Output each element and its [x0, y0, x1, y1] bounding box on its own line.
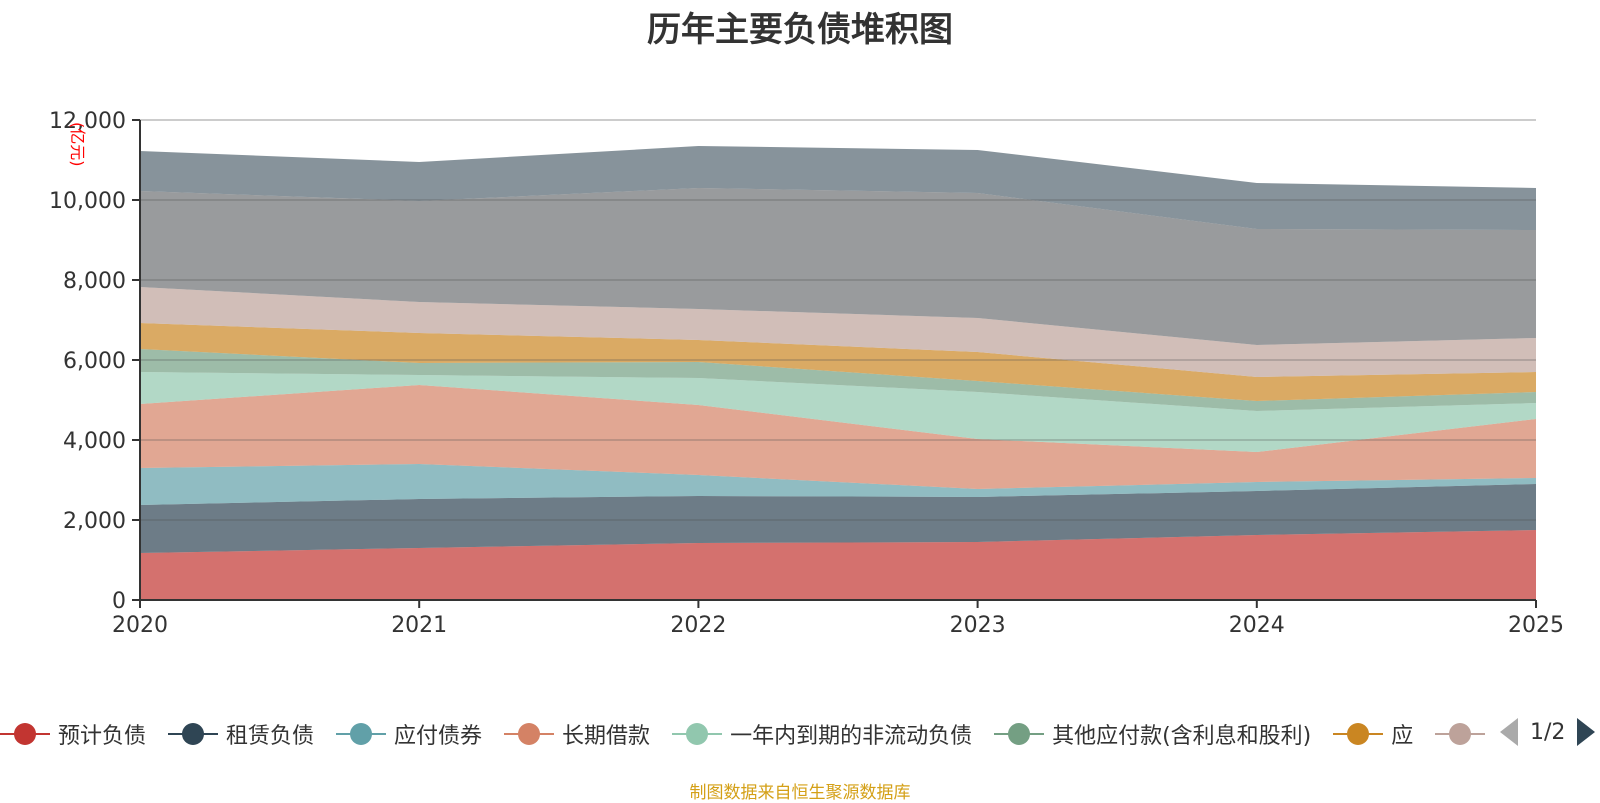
area-series-5 [140, 349, 1536, 411]
area-series-9 [140, 146, 1536, 230]
area-series-0 [140, 530, 1536, 600]
area-series-1 [140, 484, 1536, 553]
x-tick-label: 2020 [112, 613, 168, 638]
area-series-8 [140, 188, 1536, 345]
legend-marker-icon [336, 722, 387, 746]
x-tick-label: 2025 [1508, 613, 1564, 638]
legend-item[interactable]: 长期借款 [504, 718, 650, 750]
area-series-7 [140, 287, 1536, 377]
area-series-4 [140, 372, 1536, 452]
legend-next-page-button[interactable] [1577, 718, 1596, 746]
legend-item[interactable]: 其他应付款(含利息和股利) [994, 718, 1311, 750]
legend-item[interactable] [1435, 722, 1490, 746]
y-tick-label: 6,000 [63, 349, 126, 374]
y-tick-label: 12,000 [49, 109, 126, 134]
legend-label: 其他应付款(含利息和股利) [1052, 724, 1312, 749]
legend-item[interactable]: 应付债券 [336, 718, 482, 750]
legend-marker-icon [168, 722, 219, 746]
chart-title: 历年主要负债堆积图 [647, 10, 953, 50]
legend-label: 应 [1391, 724, 1414, 749]
area-series-3 [140, 385, 1536, 489]
y-tick-label: 2,000 [63, 509, 126, 534]
legend-marker-icon [994, 722, 1045, 746]
source-note: 制图数据来自恒生聚源数据库 [689, 783, 911, 803]
legend-page-indicator: 1/2 [1530, 719, 1566, 745]
x-tick-label: 2022 [670, 613, 726, 638]
x-tick-label: 2024 [1229, 613, 1285, 638]
y-tick-label: 4,000 [63, 429, 126, 454]
x-tick-label: 2021 [391, 613, 447, 638]
area-series-2 [140, 464, 1536, 505]
legend-label: 预计负债 [58, 724, 147, 749]
x-tick-label: 2023 [950, 613, 1006, 638]
legend-item[interactable]: 应 [1333, 718, 1413, 750]
legend-item[interactable]: 一年内到期的非流动负债 [672, 718, 972, 750]
area-series-group [140, 146, 1536, 600]
legend-pager: 1/2 [1500, 718, 1596, 746]
legend-label: 租赁负债 [226, 724, 315, 749]
legend-label: 一年内到期的非流动负债 [730, 724, 973, 749]
area-series-6 [140, 323, 1536, 401]
axes: 0 2,000 4,000 6,000 8,000 10,000 12,000 2020 202… [49, 109, 1564, 638]
y-tick-label: 0 [112, 589, 126, 614]
y-axis-unit-label: (亿元) [68, 122, 87, 167]
legend-label: 长期借款 [562, 724, 651, 749]
legend-item[interactable]: 预计负债 [0, 718, 146, 750]
legend-marker-icon [0, 722, 50, 746]
legend-item[interactable]: 租赁负债 [168, 718, 314, 750]
y-tick-label: 8,000 [63, 269, 126, 294]
legend: 预计负债 租赁负债 应付债券 长期借款 一年内到期的非流动负债 其他应付款(含利息和股利)… [0, 714, 1490, 754]
legend-marker-icon [672, 722, 723, 746]
y-tick-label: 10,000 [49, 189, 126, 214]
legend-marker-icon [1435, 722, 1486, 746]
legend-prev-page-button[interactable] [1500, 718, 1518, 746]
legend-marker-icon [504, 722, 555, 746]
legend-marker-icon [1333, 722, 1384, 746]
legend-label: 应付债券 [394, 724, 483, 749]
